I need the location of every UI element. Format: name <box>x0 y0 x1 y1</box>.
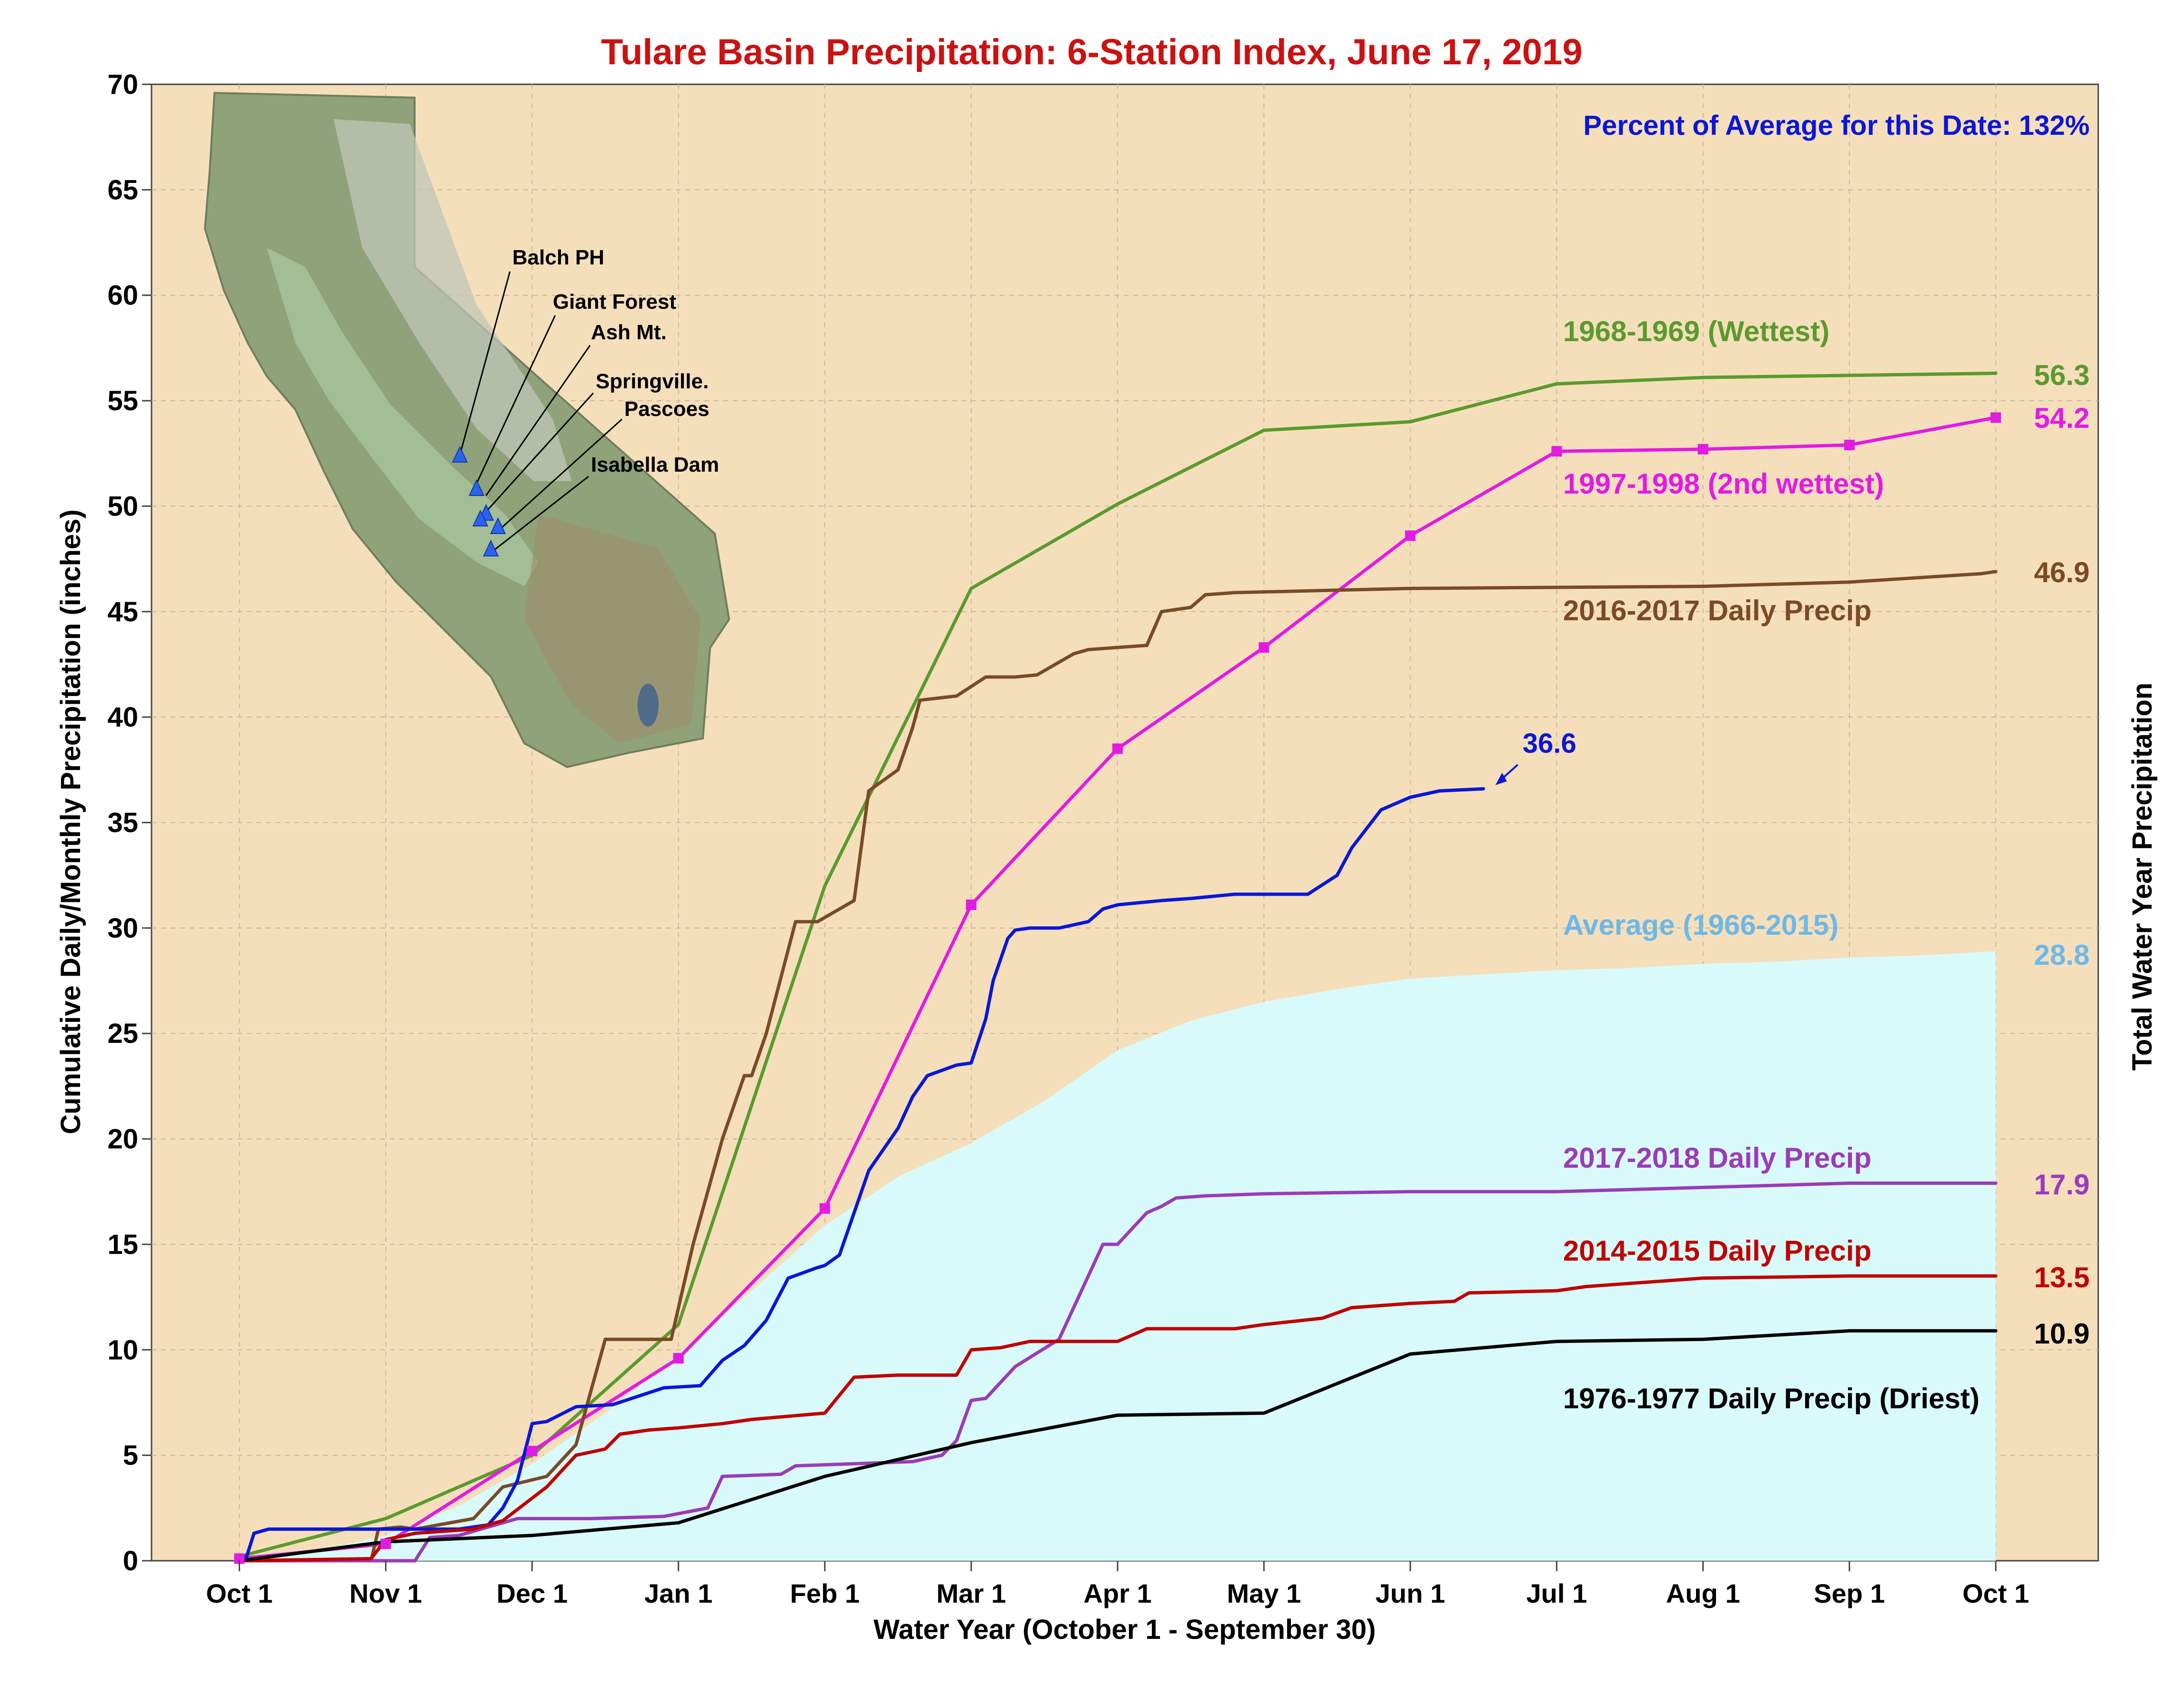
x-tick-label: Dec 1 <box>497 1578 568 1608</box>
y-tick-label: 35 <box>107 808 138 838</box>
station-arrow-springville <box>480 392 594 518</box>
station-arrow-ash-mt <box>485 345 591 496</box>
total-2014-2015: 13.5 <box>2034 1262 2090 1293</box>
x-tick-label: Nov 1 <box>349 1578 422 1608</box>
y-tick-label: 70 <box>107 69 138 100</box>
x-tick-label: May 1 <box>1227 1578 1301 1608</box>
station-marker-giant-forest <box>468 479 485 496</box>
y-axis-right-title: Total Water Year Precipitation <box>2127 683 2158 1071</box>
x-tick-label: Aug 1 <box>1666 1578 1740 1608</box>
y-tick-label: 10 <box>107 1334 138 1365</box>
station-label-balch: Balch PH <box>512 246 604 269</box>
y-axis-title: Cumulative Daily/Monthly Precipitation (… <box>55 509 86 1134</box>
y-tick-label: 55 <box>107 385 138 416</box>
series-line-1976-1977-daily-precip-driest- <box>237 1329 1998 1563</box>
x-axis: Oct 1 Nov 1 Dec 1 Jan 1 Feb 1 Mar 1 Apr 1 May 1… <box>206 1561 2029 1608</box>
station-marker-springville <box>490 517 506 534</box>
series-marker <box>234 1553 245 1564</box>
series-marker <box>819 1203 830 1214</box>
y-tick-label: 20 <box>107 1124 138 1155</box>
station-arrow-pascoes <box>499 418 623 530</box>
series-line-2018-2019 <box>237 787 1485 1561</box>
series-line-2014-2015-daily-precip <box>237 1274 1998 1563</box>
series-marker <box>966 899 976 910</box>
y-tick-label: 40 <box>107 702 138 733</box>
total-1976-1977: 10.9 <box>2034 1318 2090 1350</box>
x-tick-label: Jan 1 <box>644 1578 712 1608</box>
station-label-pascoes: Pascoes <box>624 397 710 421</box>
series-marker <box>527 1445 538 1456</box>
series-marker <box>380 1538 391 1549</box>
y-tick-label: 50 <box>107 491 138 522</box>
station-label-giant-forest: Giant Forest <box>553 290 676 313</box>
series-line-2016-2017-daily-precip <box>237 570 1998 1563</box>
label-2017-2018: 2017-2018 Daily Precip <box>1563 1142 1871 1174</box>
percent-of-average-annotation: Percent of Average for this Date: 132% <box>1583 110 2090 141</box>
station-arrow-isabella <box>490 475 589 554</box>
total-2017-2018: 17.9 <box>2034 1169 2090 1201</box>
station-arrow-balch <box>459 271 511 455</box>
salton-sea <box>638 684 659 727</box>
label-1968-1969: 1968-1969 (Wettest) <box>1563 315 1829 347</box>
southern-desert <box>524 515 701 743</box>
station-label-ash-mt: Ash Mt. <box>591 321 667 344</box>
label-average: Average (1966-2015) <box>1563 909 1839 941</box>
total-1997-1998: 54.2 <box>2034 402 2090 434</box>
central-valley <box>267 248 538 586</box>
y-tick-label: 5 <box>123 1440 138 1471</box>
series-marker <box>673 1353 684 1364</box>
current-value-label: 36.6 <box>1523 728 1576 759</box>
y-tick-label: 15 <box>107 1229 138 1260</box>
station-marker-pascoes <box>472 509 488 526</box>
x-tick-label: Oct 1 <box>206 1578 273 1608</box>
label-2016-2017: 2016-2017 Daily Precip <box>1563 595 1871 626</box>
chart-title: Tulare Basin Precipitation: 6-Station In… <box>601 32 1583 72</box>
y-tick-label: 65 <box>107 174 138 205</box>
x-tick-label: Sep 1 <box>1814 1578 1885 1608</box>
total-average: 28.8 <box>2034 939 2090 971</box>
series-marker <box>1697 444 1708 455</box>
x-tick-label: Jul 1 <box>1526 1578 1587 1608</box>
series-marker <box>1405 530 1416 541</box>
series-markers <box>234 412 2001 1564</box>
y-tick-label: 45 <box>107 596 138 627</box>
label-1976-1977: 1976-1977 Daily Precip (Driest) <box>1563 1383 1980 1414</box>
y-tick-label: 25 <box>107 1018 138 1049</box>
series-marker <box>1844 440 1855 451</box>
label-1997-1998: 1997-1998 (2nd wettest) <box>1563 468 1884 500</box>
series-marker <box>1112 743 1123 754</box>
y-tick-label: 30 <box>107 913 138 944</box>
x-tick-label: Apr 1 <box>1084 1578 1152 1608</box>
series-line-2017-2018-daily-precip <box>237 1182 1998 1563</box>
x-tick-label: Mar 1 <box>936 1578 1006 1608</box>
station-arrow-giant-forest <box>476 315 556 484</box>
station-annotations: Balch PH Giant Forest Ash Mt. Springvill… <box>452 246 719 556</box>
series-marker <box>1991 412 2001 423</box>
current-value-arrowhead <box>1495 773 1507 785</box>
station-label-isabella: Isabella Dam <box>591 453 719 476</box>
y-axis: 0 5 10 15 20 25 30 35 40 45 50 55 60 65 70 <box>107 69 152 1576</box>
x-tick-label: Feb 1 <box>790 1578 860 1608</box>
total-2016-2017: 46.9 <box>2034 556 2090 588</box>
x-tick-label: Oct 1 <box>1962 1578 2029 1608</box>
series-marker <box>1551 446 1562 457</box>
station-marker-balch <box>452 445 468 463</box>
y-tick-label: 0 <box>123 1546 138 1576</box>
label-2014-2015: 2014-2015 Daily Precip <box>1563 1235 1871 1267</box>
x-tick-label: Jun 1 <box>1375 1578 1445 1608</box>
station-label-springville: Springville. <box>596 370 709 393</box>
total-1968-1969: 56.3 <box>2034 359 2090 391</box>
average-area <box>239 951 1996 1561</box>
sierra-nevada <box>334 119 572 481</box>
station-marker-isabella <box>483 539 499 556</box>
series-marker <box>1259 642 1270 653</box>
x-axis-title: Water Year (October 1 - September 30) <box>874 1614 1376 1645</box>
y-tick-label: 60 <box>107 280 138 311</box>
